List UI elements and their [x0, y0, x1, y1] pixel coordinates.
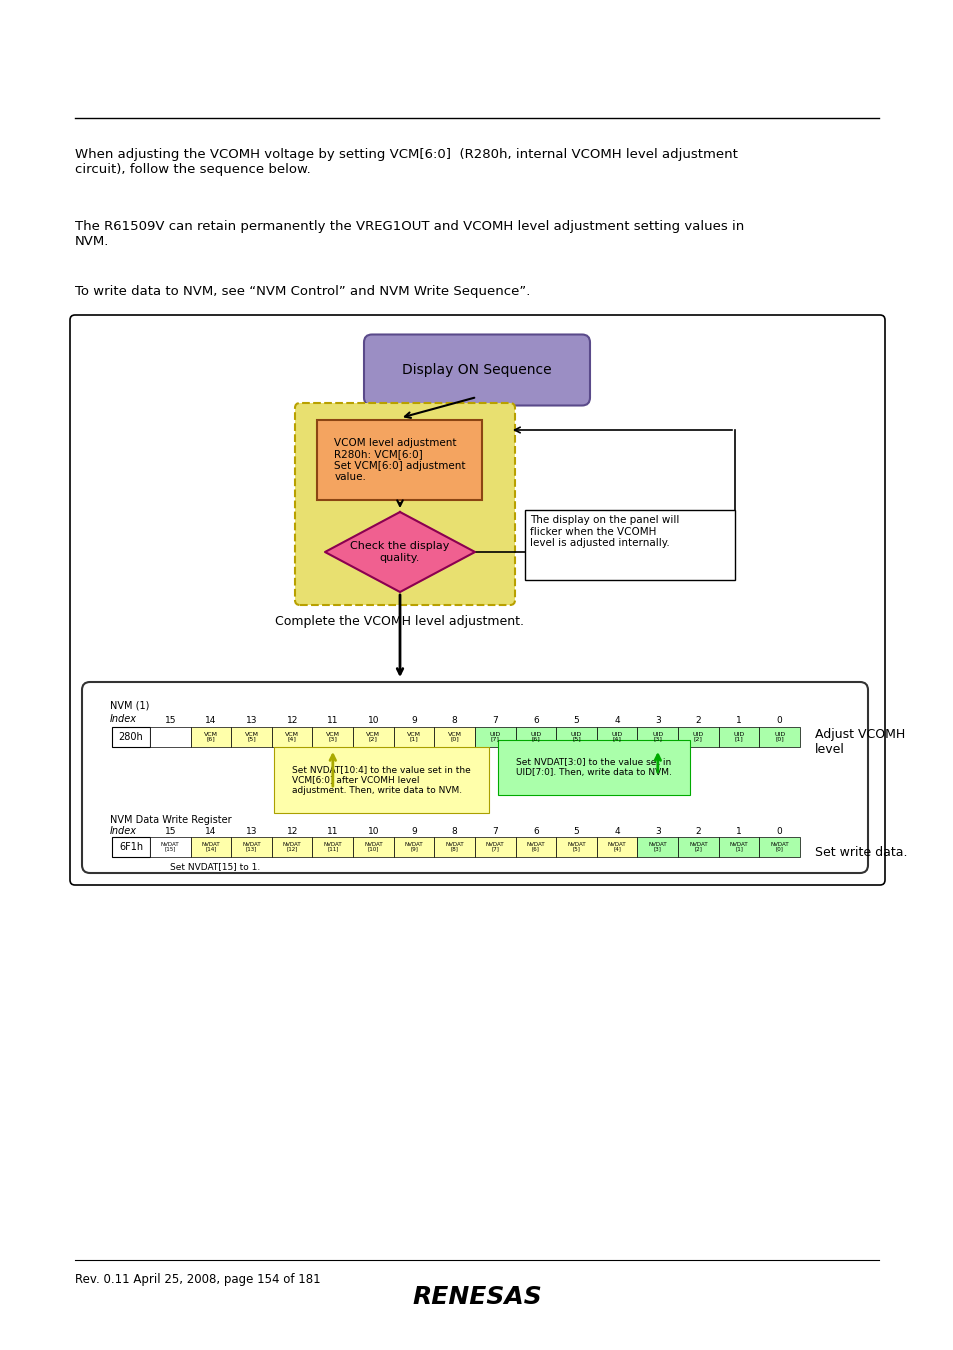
- Text: Set NVDAT[3:0] to the value set in
UID[7:0]. Then, write data to NVM.: Set NVDAT[3:0] to the value set in UID[7…: [515, 757, 671, 778]
- Text: NVDAT
[13]: NVDAT [13]: [242, 842, 260, 852]
- Text: Check the display
quality.: Check the display quality.: [350, 541, 449, 563]
- Bar: [678, 837, 718, 857]
- Bar: [678, 728, 718, 747]
- Text: 6: 6: [533, 716, 538, 725]
- Text: NVDAT
[9]: NVDAT [9]: [404, 842, 423, 852]
- Text: VCM
[0]: VCM [0]: [447, 732, 461, 741]
- Text: 12: 12: [286, 716, 297, 725]
- Text: NVDAT
[7]: NVDAT [7]: [485, 842, 504, 852]
- Text: 10: 10: [367, 716, 378, 725]
- Text: UID
[1]: UID [1]: [733, 732, 744, 741]
- FancyBboxPatch shape: [317, 420, 482, 500]
- Bar: [353, 728, 394, 747]
- Polygon shape: [325, 512, 475, 593]
- Bar: [272, 837, 313, 857]
- Text: Set write data.: Set write data.: [814, 845, 906, 859]
- Text: NVDAT
[3]: NVDAT [3]: [648, 842, 666, 852]
- Text: 5: 5: [573, 716, 578, 725]
- Bar: [231, 837, 272, 857]
- Bar: [434, 728, 475, 747]
- Bar: [515, 837, 556, 857]
- Text: 0: 0: [776, 716, 781, 725]
- Bar: [718, 837, 759, 857]
- Bar: [637, 837, 678, 857]
- Bar: [637, 728, 678, 747]
- Text: 7: 7: [492, 828, 497, 836]
- Text: Index: Index: [110, 826, 137, 836]
- Text: UID
[4]: UID [4]: [611, 732, 622, 741]
- Bar: [394, 728, 434, 747]
- Bar: [353, 837, 394, 857]
- Text: 280h: 280h: [118, 732, 143, 742]
- Bar: [475, 837, 515, 857]
- Text: Set NVDAT[15] to 1.: Set NVDAT[15] to 1.: [171, 863, 260, 871]
- Bar: [718, 728, 759, 747]
- Text: 0: 0: [776, 828, 781, 836]
- Text: UID
[6]: UID [6]: [530, 732, 541, 741]
- Text: VCM
[3]: VCM [3]: [326, 732, 339, 741]
- Bar: [272, 728, 313, 747]
- Text: UID
[3]: UID [3]: [652, 732, 662, 741]
- Text: The R61509V can retain permanently the VREG1OUT and VCOMH level adjustment setti: The R61509V can retain permanently the V…: [75, 220, 743, 248]
- Text: The display on the panel will
flicker when the VCOMH
level is adjusted internall: The display on the panel will flicker wh…: [530, 514, 679, 548]
- Text: NVDAT
[14]: NVDAT [14]: [201, 842, 220, 852]
- Text: Complete the VCOMH level adjustment.: Complete the VCOMH level adjustment.: [275, 616, 524, 628]
- Bar: [434, 837, 475, 857]
- Text: 6: 6: [533, 828, 538, 836]
- FancyBboxPatch shape: [294, 404, 515, 605]
- Text: Rev. 0.11 April 25, 2008, page 154 of 181: Rev. 0.11 April 25, 2008, page 154 of 18…: [75, 1273, 320, 1287]
- Text: 9: 9: [411, 716, 416, 725]
- Text: 14: 14: [205, 716, 216, 725]
- Text: Adjust VCOMH
level: Adjust VCOMH level: [814, 728, 904, 756]
- Text: 3: 3: [655, 828, 660, 836]
- Text: 10: 10: [367, 828, 378, 836]
- Text: VCM
[6]: VCM [6]: [204, 732, 217, 741]
- Text: NVDAT
[0]: NVDAT [0]: [770, 842, 788, 852]
- Text: NVDAT
[10]: NVDAT [10]: [364, 842, 382, 852]
- Text: NVDAT
[2]: NVDAT [2]: [688, 842, 707, 852]
- Text: NVDAT
[12]: NVDAT [12]: [283, 842, 301, 852]
- Text: NVDAT
[6]: NVDAT [6]: [526, 842, 545, 852]
- Text: UID
[5]: UID [5]: [570, 732, 581, 741]
- Text: 14: 14: [205, 828, 216, 836]
- Bar: [313, 837, 353, 857]
- Bar: [759, 728, 800, 747]
- Bar: [759, 837, 800, 857]
- Text: 8: 8: [452, 828, 457, 836]
- FancyBboxPatch shape: [364, 335, 589, 405]
- Text: VCM
[1]: VCM [1]: [407, 732, 420, 741]
- Text: NVM Data Write Register: NVM Data Write Register: [110, 815, 232, 825]
- Text: NVDAT
[15]: NVDAT [15]: [161, 842, 179, 852]
- Bar: [524, 510, 734, 580]
- Bar: [556, 837, 597, 857]
- Text: Set NVDAT[10:4] to the value set in the
VCM[6:0] after VCOMH level
adjustment. T: Set NVDAT[10:4] to the value set in the …: [292, 765, 471, 795]
- Text: 13: 13: [246, 716, 257, 725]
- Text: 15: 15: [164, 716, 176, 725]
- FancyBboxPatch shape: [82, 682, 867, 873]
- Text: VCM
[5]: VCM [5]: [244, 732, 258, 741]
- Bar: [515, 728, 556, 747]
- Bar: [556, 728, 597, 747]
- Text: 12: 12: [286, 828, 297, 836]
- Text: 2: 2: [695, 716, 700, 725]
- Text: 4: 4: [614, 828, 619, 836]
- Text: When adjusting the VCOMH voltage by setting VCM[6:0]  (R280h, internal VCOMH lev: When adjusting the VCOMH voltage by sett…: [75, 148, 737, 176]
- Text: NVDAT
[1]: NVDAT [1]: [729, 842, 747, 852]
- Text: NVDAT
[4]: NVDAT [4]: [607, 842, 626, 852]
- Text: Display ON Sequence: Display ON Sequence: [402, 363, 551, 377]
- Bar: [597, 728, 637, 747]
- Text: VCOM level adjustment
R280h: VCM[6:0]
Set VCM[6:0] adjustment
value.: VCOM level adjustment R280h: VCM[6:0] Se…: [334, 437, 465, 482]
- Text: To write data to NVM, see “NVM Control” and NVM Write Sequence”.: To write data to NVM, see “NVM Control” …: [75, 285, 530, 298]
- Bar: [112, 728, 150, 747]
- Text: 11: 11: [327, 716, 338, 725]
- Text: UID
[7]: UID [7]: [489, 732, 500, 741]
- Text: 3: 3: [655, 716, 660, 725]
- FancyBboxPatch shape: [70, 315, 884, 886]
- Text: Index: Index: [110, 714, 137, 724]
- Text: NVDAT
[8]: NVDAT [8]: [445, 842, 463, 852]
- Text: 13: 13: [246, 828, 257, 836]
- Bar: [150, 837, 191, 857]
- Text: 6F1h: 6F1h: [119, 842, 143, 852]
- Bar: [150, 728, 191, 747]
- Text: 2: 2: [695, 828, 700, 836]
